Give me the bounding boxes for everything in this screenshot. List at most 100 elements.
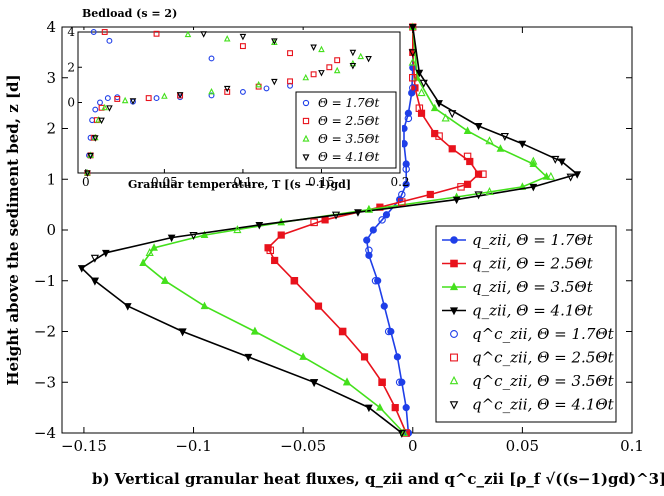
inset-x-tick-label: 0 [82, 175, 90, 189]
main-data-point [518, 140, 527, 149]
main-data-point [264, 244, 272, 252]
main-data-point [160, 275, 170, 284]
main-data-point [529, 159, 538, 167]
inset-data-point [333, 66, 341, 74]
main-data-point [255, 221, 264, 230]
y-tick-label: −3 [34, 373, 56, 391]
main-legend-label: q_zii, Θ = 3.5Θt [472, 278, 594, 296]
main-data-point [485, 187, 494, 196]
inset-data-point [98, 117, 105, 125]
main-data-point [566, 173, 575, 182]
main-data-point [463, 126, 472, 134]
inset-legend-marker [302, 117, 310, 125]
y-tick-label: 0 [46, 221, 56, 239]
inset-series-group [84, 29, 372, 177]
main-data-point [200, 301, 209, 310]
legend-marker [449, 375, 459, 385]
main-data-point [189, 231, 198, 240]
main-data-point [474, 191, 483, 200]
main-data-point [342, 377, 352, 386]
main-data-point [474, 170, 483, 178]
main-data-point [374, 277, 382, 285]
main-legend-item: q^c_zii, Θ = 2.5Θt [450, 349, 615, 367]
main-legend-label: q^c_zii, Θ = 1.7Θt [472, 325, 615, 343]
inset-data-point [101, 29, 108, 35]
inset-y-tick-label: 4 [67, 25, 75, 39]
main-data-point [431, 129, 439, 138]
main-data-point [90, 277, 99, 286]
inset-data-point [176, 92, 184, 99]
main-data-point [417, 109, 426, 117]
main-data-point [266, 246, 275, 255]
main-data-point [463, 152, 472, 161]
main-data-point [233, 225, 242, 234]
x-tick-label: −0.15 [61, 437, 107, 455]
main-data-point [430, 103, 439, 112]
main-data-point [404, 109, 412, 117]
main-data-point [378, 378, 386, 386]
main-series-5 [365, 84, 417, 437]
main-legend-item: q^c_zii, Θ = 3.5Θt [449, 372, 615, 390]
main-legend-item: q^c_zii, Θ = 1.7Θt [450, 325, 615, 343]
main-data-point [435, 100, 443, 108]
inset-data-point [223, 85, 231, 93]
legend-marker [450, 259, 458, 268]
main-series-7 [145, 57, 555, 437]
main-data-point [466, 157, 474, 166]
x-tick-label: 0.1 [620, 437, 644, 455]
main-legend: q_zii, Θ = 1.7Θt q_zii, Θ = 2.5Θt q_zii, Θ… [435, 225, 617, 423]
main-legend-label: q_zii, Θ = 4.1Θt [472, 302, 594, 320]
main-data-point [123, 303, 132, 311]
inset-data-point [223, 35, 231, 42]
inset-data-point [357, 52, 365, 60]
inset-data-point [145, 95, 152, 102]
inset-data-point [349, 49, 357, 57]
inset-data-point [326, 64, 333, 71]
main-data-point [452, 196, 461, 205]
inset-data-point [255, 80, 262, 88]
inset-legend-marker [302, 134, 310, 142]
main-legend-label: q^c_zii, Θ = 4.1Θt [472, 396, 615, 414]
main-data-point [360, 353, 369, 361]
inset-x-tick-label: 0.2 [390, 175, 409, 189]
main-data-point [277, 231, 285, 239]
main-data-point [402, 429, 410, 437]
main-data-point [415, 104, 424, 112]
inset-data-point [318, 45, 325, 53]
inset-data-point [271, 38, 278, 45]
inset-data-point [310, 44, 317, 51]
inset-legend-item: Θ = 3.5Θt [302, 132, 379, 146]
main-data-point [90, 254, 99, 263]
main-data-point [479, 170, 487, 178]
main-series-8 [90, 49, 575, 438]
inset-data-point [90, 29, 97, 35]
main-data-point [365, 404, 373, 413]
y-tick-label: −1 [34, 272, 56, 290]
inset-legend-item: Θ = 2.5Θt [302, 114, 379, 128]
inset-data-point [104, 95, 111, 102]
main-data-point [398, 190, 406, 199]
inset-data-point [334, 57, 341, 64]
main-data-point [299, 352, 308, 360]
main-data-point [290, 276, 299, 285]
inset-data-point [101, 103, 109, 111]
main-data-point [331, 211, 341, 220]
inset-legend-marker [302, 99, 310, 107]
main-data-point [441, 113, 450, 122]
x-tick-label: −0.1 [175, 437, 211, 455]
inset-data-point [87, 152, 94, 160]
main-data-point [363, 236, 371, 244]
inset-y-tick-label: 0 [67, 96, 75, 110]
y-tick-label: 3 [46, 69, 56, 87]
inset-data-point [92, 106, 99, 113]
inset-data-point [263, 85, 270, 92]
main-data-point [399, 428, 409, 437]
main-data-point [546, 171, 555, 180]
inset-x-tick-label: 0.1 [233, 175, 252, 189]
main-legend-item: q_zii, Θ = 4.1Θt [442, 302, 594, 320]
main-data-point [500, 133, 509, 141]
inset-data-point [318, 70, 325, 77]
main-data-point [371, 276, 380, 285]
main-data-point [321, 216, 329, 224]
